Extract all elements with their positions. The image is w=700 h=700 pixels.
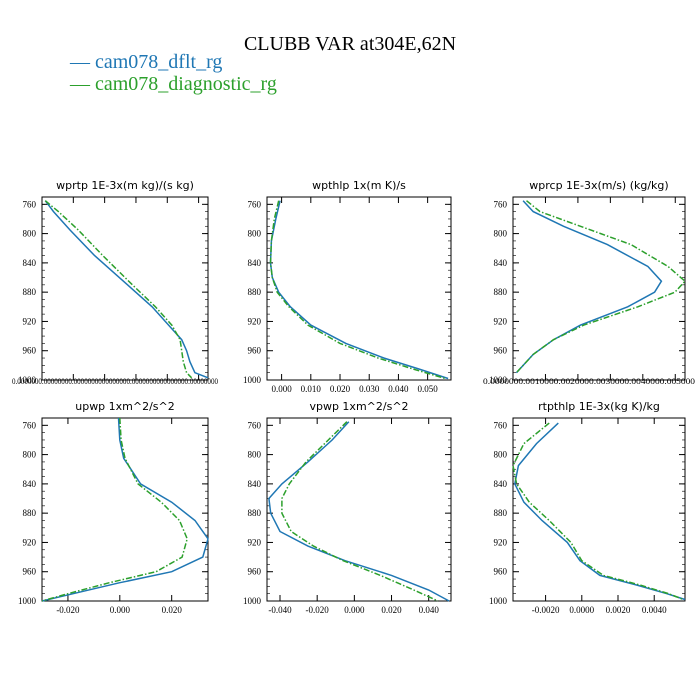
y-tick-label: 960 bbox=[494, 567, 508, 577]
y-tick-label: 800 bbox=[494, 450, 508, 460]
panel-title: wpthlp 1x(m K)/s bbox=[312, 179, 406, 192]
legend-item-diagnostic: — cam078_diagnostic_rg bbox=[69, 73, 277, 95]
series-line-diagnostic bbox=[515, 200, 687, 374]
y-tick-label: 760 bbox=[494, 199, 508, 209]
x-tick-label: 0.020 bbox=[381, 605, 402, 615]
y-tick-label: 760 bbox=[248, 199, 262, 209]
y-tick-label: 880 bbox=[494, 287, 508, 297]
y-tick-label: 800 bbox=[23, 229, 37, 239]
y-tick-label: 880 bbox=[248, 287, 262, 297]
y-tick-label: 800 bbox=[23, 450, 37, 460]
x-tick-label: 0.030 bbox=[359, 384, 380, 394]
panel-1: wprtp 1E-3x(m kg)/(s kg) 760 800 840 880 920 9… bbox=[12, 179, 218, 386]
y-tick-label: 960 bbox=[248, 346, 262, 356]
y-tick-label: 960 bbox=[23, 346, 37, 356]
series-line-dflt bbox=[514, 422, 686, 601]
y-tick-label: 840 bbox=[23, 479, 37, 489]
y-tick-label: 880 bbox=[248, 508, 262, 518]
series-line-diagnostic bbox=[512, 422, 684, 601]
y-tick-label: 960 bbox=[23, 567, 37, 577]
y-tick-label: 960 bbox=[494, 346, 508, 356]
y-tick-label: 920 bbox=[494, 537, 508, 547]
x-tick-label: 0.000 bbox=[110, 605, 131, 615]
series-line-diagnostic bbox=[281, 421, 439, 602]
panel-3: wprcp 1E-3x(m/s) (kg/kg) 760 800 840 880 920 9… bbox=[483, 179, 695, 386]
y-tick-label: 880 bbox=[494, 508, 508, 518]
y-tick-label: 840 bbox=[494, 479, 508, 489]
x-tick-label: 0.000 bbox=[344, 605, 365, 615]
y-tick-label: 1000 bbox=[243, 375, 262, 385]
x-tick-label: 0.010 bbox=[301, 384, 322, 394]
y-tick-label: 800 bbox=[494, 229, 508, 239]
y-tick-label: 920 bbox=[494, 316, 508, 326]
y-tick-label: 1000 bbox=[489, 596, 508, 606]
series-line-dflt bbox=[515, 200, 663, 374]
x-tick-label: 0.020 bbox=[162, 605, 183, 615]
x-tick-label: 0.020 bbox=[330, 384, 351, 394]
plot-frame bbox=[512, 417, 686, 602]
x-tick-label: -0.020 bbox=[56, 605, 80, 615]
panel-5: vpwp 1xm^2/s^2 760 800 840 880 920 960 1000 -0.0… bbox=[243, 400, 452, 615]
series-line-dflt bbox=[44, 200, 209, 379]
series-line-diagnostic bbox=[44, 200, 193, 379]
y-tick-label: 880 bbox=[23, 287, 37, 297]
y-tick-label: 1000 bbox=[243, 596, 262, 606]
legend-item-dflt: — cam078_dflt_rg bbox=[69, 51, 222, 73]
plot-frame bbox=[41, 196, 209, 381]
y-tick-label: 1000 bbox=[18, 596, 37, 606]
y-tick-label: 760 bbox=[494, 420, 508, 430]
y-tick-label: 760 bbox=[23, 420, 37, 430]
x-tick-label: 0.040 bbox=[419, 605, 440, 615]
panel-title: wprcp 1E-3x(m/s) (kg/kg) bbox=[529, 179, 668, 192]
x-tick-labels: 0.0000000.00000000.0000000000000000.0000… bbox=[12, 377, 218, 386]
x-tick-label: 0.0040 bbox=[642, 605, 667, 615]
plot-frame bbox=[512, 196, 686, 381]
y-tick-label: 920 bbox=[23, 537, 37, 547]
series-line-dflt bbox=[41, 417, 209, 602]
panel-title: upwp 1xm^2/s^2 bbox=[75, 400, 175, 413]
y-tick-label: 920 bbox=[23, 316, 37, 326]
y-tick-label: 840 bbox=[494, 258, 508, 268]
x-tick-label: 0.050 bbox=[418, 384, 439, 394]
y-tick-label: 800 bbox=[248, 450, 262, 460]
x-tick-label: -0.020 bbox=[306, 605, 330, 615]
x-tick-label: 0.0000 bbox=[569, 605, 594, 615]
y-tick-label: 760 bbox=[23, 199, 37, 209]
plot-frame bbox=[266, 196, 452, 381]
x-tick-labels: 0.0000000.0010000.0020000.0030000.004000… bbox=[483, 377, 695, 386]
series-line-diagnostic bbox=[269, 200, 446, 380]
y-tick-label: 920 bbox=[248, 537, 262, 547]
y-tick-label: 960 bbox=[248, 567, 262, 577]
y-tick-label: 1000 bbox=[489, 375, 508, 385]
figure-title: CLUBB VAR at304E,62N bbox=[244, 33, 456, 55]
plot-frame bbox=[266, 417, 452, 602]
x-tick-label: 0.040 bbox=[388, 384, 409, 394]
y-tick-label: 840 bbox=[248, 258, 262, 268]
panel-6: rtpthlp 1E-3x(kg K)/kg 760 800 840 880 920 960… bbox=[489, 400, 686, 615]
legend: — cam078_dflt_rg — cam078_diagnostic_rg bbox=[69, 51, 277, 95]
x-tick-label: 0.0020 bbox=[606, 605, 631, 615]
panel-2: wpthlp 1x(m K)/s 760 800 840 880 920 960 1000 0.… bbox=[243, 179, 452, 394]
series-line-diagnostic bbox=[41, 417, 188, 602]
x-tick-label: 0.000 bbox=[271, 384, 292, 394]
y-tick-label: 920 bbox=[248, 316, 262, 326]
plot-frame bbox=[41, 417, 209, 602]
panels: wprtp 1E-3x(m kg)/(s kg) 760 800 840 880 920 9… bbox=[12, 179, 695, 615]
x-tick-label: -0.0020 bbox=[532, 605, 560, 615]
panel-title: vpwp 1xm^2/s^2 bbox=[309, 400, 408, 413]
series-line-dflt bbox=[269, 200, 449, 380]
panel-title: rtpthlp 1E-3x(kg K)/kg bbox=[538, 400, 660, 413]
y-tick-label: 800 bbox=[248, 229, 262, 239]
y-tick-label: 880 bbox=[23, 508, 37, 518]
panel-title: wprtp 1E-3x(m kg)/(s kg) bbox=[56, 179, 194, 192]
y-tick-label: 840 bbox=[248, 479, 262, 489]
series-line-dflt bbox=[268, 421, 450, 602]
panel-4: upwp 1xm^2/s^2 760 800 840 880 920 960 1000 -0.0… bbox=[18, 400, 209, 615]
y-tick-label: 1000 bbox=[18, 375, 37, 385]
y-tick-label: 840 bbox=[23, 258, 37, 268]
x-tick-label: -0.040 bbox=[268, 605, 292, 615]
y-tick-label: 760 bbox=[248, 420, 262, 430]
